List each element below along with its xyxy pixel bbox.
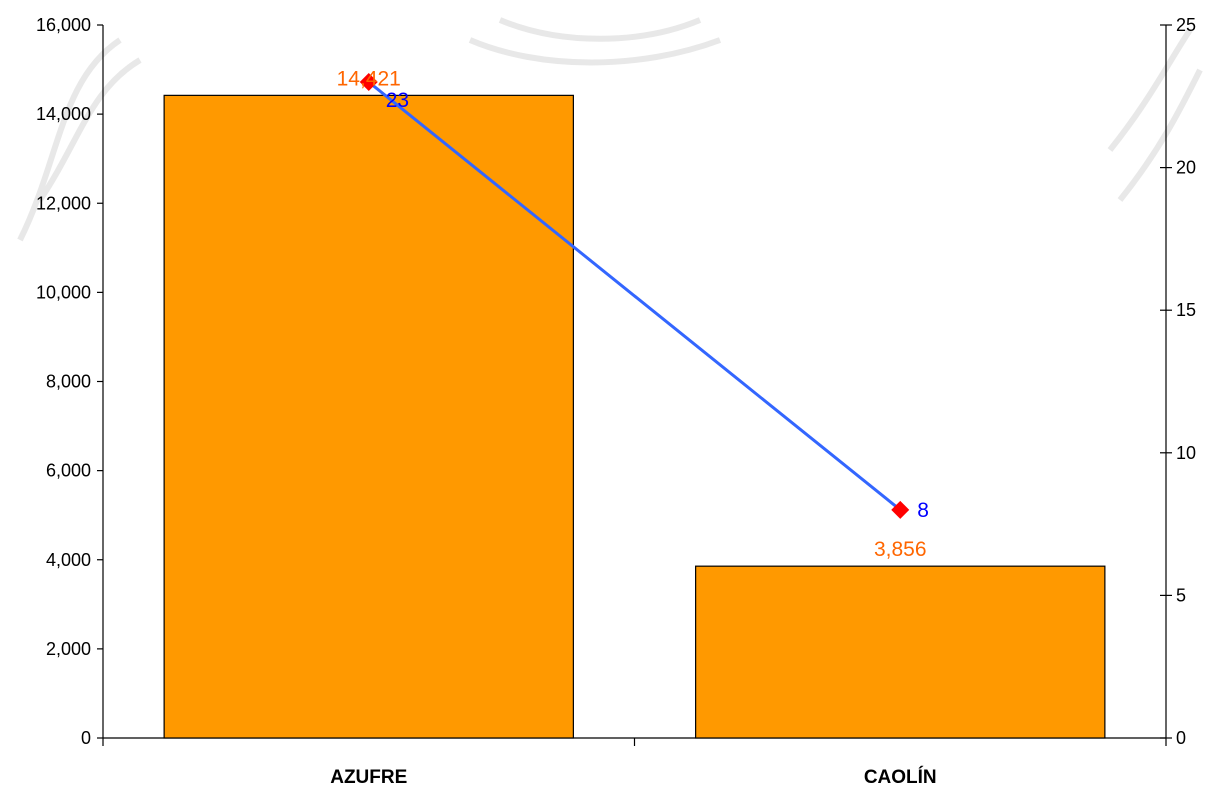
y-tick-label: 4,000 [46,550,91,570]
x-category-label: CAOLÍN [864,766,937,786]
y2-tick-label: 15 [1176,300,1196,320]
y-tick-label: 0 [81,728,91,748]
line-marker [359,73,378,92]
y-tick-label: 12,000 [36,193,91,213]
line-marker [891,500,910,519]
line-data-label: 8 [917,499,929,522]
bar [695,565,1106,739]
x-category-label: AZUFRE [330,767,407,786]
bar-data-label: 3,856 [874,538,927,561]
y-tick-label: 2,000 [46,639,91,659]
bar-data-label: 14,421 [337,67,401,90]
line-data-label: 23 [386,89,409,112]
y2-tick-label: 0 [1176,728,1186,748]
line-series [367,80,902,512]
y-tick-label: 14,000 [36,104,91,124]
y2-tick-label: 20 [1176,158,1196,178]
bar [163,94,574,739]
y2-tick-label: 25 [1176,15,1196,35]
y-tick-label: 10,000 [36,282,91,302]
watermark-emblem [17,17,1203,242]
plot-area: 0 2,000 4,000 6,000 8,000 10,000 12,000 14,000 1… [36,15,1196,786]
y2-tick-label: 10 [1176,443,1196,463]
y2-tick-label: 5 [1176,585,1186,605]
y-tick-label: 6,000 [46,461,91,481]
y-tick-label: 16,000 [36,15,91,35]
y-tick-label: 8,000 [46,372,91,392]
